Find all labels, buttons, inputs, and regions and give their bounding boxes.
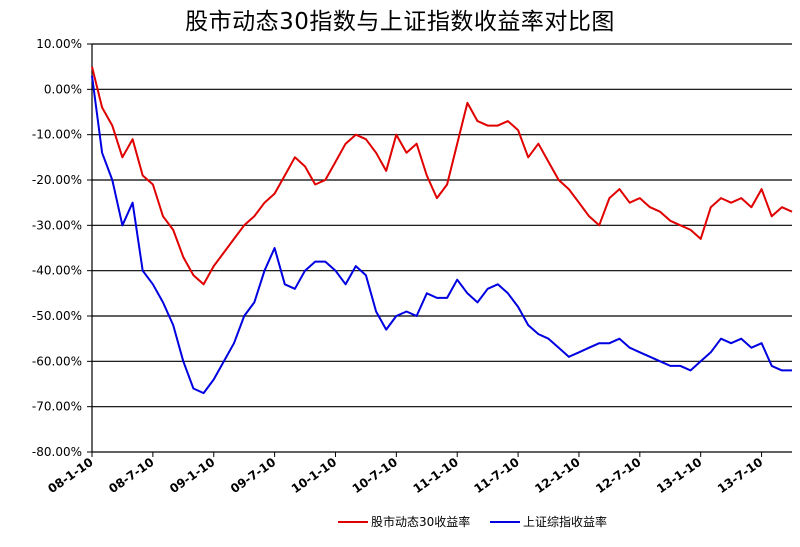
x-tick-label: 13-7-10	[715, 455, 765, 496]
legend: 股市动态30收益率 上证综指收益率	[338, 514, 607, 529]
y-tick-labels: 10.00% 0.00% -10.00% -20.00% -30.00% -40.00% -…	[32, 37, 82, 459]
x-tick-label: 08-7-10	[106, 455, 156, 496]
y-tick-label: -40.00%	[32, 264, 82, 278]
x-tick-label: 09-7-10	[228, 455, 278, 496]
x-tick-label: 13-1-10	[654, 455, 704, 496]
x-tick-label: 11-1-10	[411, 455, 461, 496]
series-line-shanghai-composite	[91, 75, 792, 395]
y-tick-label: -30.00%	[32, 218, 82, 232]
x-tick-labels: 08-1-10 08-7-10 09-1-10 09-7-10 10-1-10 10-7-…	[45, 455, 765, 496]
y-tick-label: -50.00%	[32, 309, 82, 323]
chart-title: 股市动态30指数与上证指数收益率对比图	[185, 9, 615, 35]
x-tick-label: 08-1-10	[45, 455, 95, 496]
y-tick-label: -20.00%	[32, 173, 82, 187]
axes	[87, 43, 792, 457]
y-tick-label: 0.00%	[44, 82, 82, 96]
y-tick-label: -70.00%	[32, 400, 82, 414]
y-tick-label: -80.00%	[32, 445, 82, 459]
y-tick-label: 10.00%	[36, 37, 82, 51]
legend-label: 上证综指收益率	[523, 514, 607, 529]
x-tick-label: 10-1-10	[289, 455, 339, 496]
y-tick-label: -60.00%	[32, 354, 82, 368]
y-tick-label: -10.00%	[32, 128, 82, 142]
grid-lines	[92, 43, 792, 408]
x-tick-label: 09-1-10	[167, 455, 217, 496]
legend-label: 股市动态30收益率	[371, 514, 470, 529]
series-line-dynamic30	[91, 66, 793, 286]
x-tick-label: 10-7-10	[350, 455, 400, 496]
x-tick-label: 12-1-10	[532, 455, 582, 496]
series-lines	[91, 66, 793, 395]
x-tick-label: 11-7-10	[471, 455, 521, 496]
x-tick-label: 12-7-10	[593, 455, 643, 496]
